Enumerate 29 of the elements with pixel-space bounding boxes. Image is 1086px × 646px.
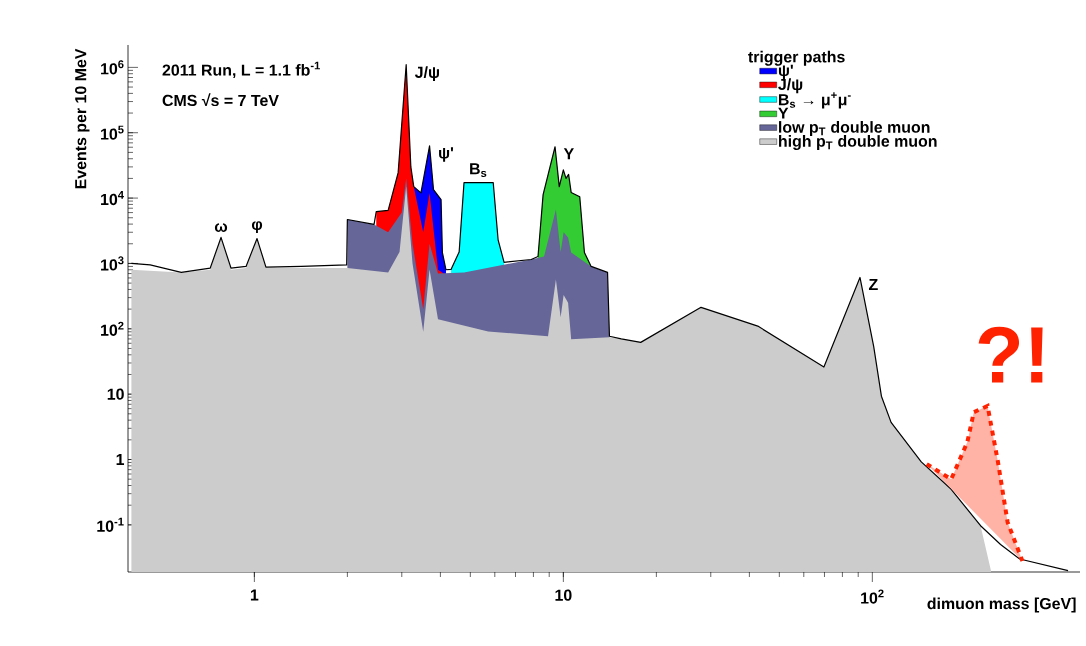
y-tick-label: 10	[107, 388, 124, 400]
x-tick-label: 10	[555, 589, 572, 601]
y-tick-label: 10$^{5}$	[101, 125, 124, 140]
annotation: B$_{s}$	[470, 163, 487, 178]
series-label: ?!	[978, 326, 1043, 383]
annotation: ω	[214, 223, 228, 232]
y-tick-label: 1	[116, 454, 125, 465]
annotation: Υ	[563, 148, 574, 160]
y-tick-label: 10$^{2}$	[101, 321, 124, 336]
annotation: 2011 Run, L = 1.1 fb$^{-1}$	[162, 61, 320, 79]
x-axis-title: dimuon mass [GeV]	[927, 597, 1076, 613]
y-tick-label: 10$^{6}$	[101, 60, 124, 75]
legend-label: Υ	[778, 107, 789, 119]
legend-label: high p$_{T}$ double muon	[779, 135, 937, 151]
annotation: ψ'	[439, 147, 454, 162]
y-tick-label: 10$^{3}$	[101, 256, 124, 271]
annotation: J/ψ	[414, 66, 440, 82]
legend-label: ψ'	[778, 64, 793, 80]
y-tick-label: 10$^{-1}$	[97, 517, 124, 532]
y-tick-label: 10$^{4}$	[101, 191, 124, 206]
legend-label: J/ψ	[778, 78, 803, 94]
x-tick-label: 10$^{2}$	[861, 589, 884, 604]
x-tick-label: 1	[250, 589, 259, 601]
annotation: φ	[251, 221, 263, 234]
legend-label: low p$_{T}$ double muon	[779, 121, 930, 136]
annotation: Z	[868, 278, 878, 290]
annotation: CMS √s = 7 TeV	[162, 93, 279, 107]
y-axis-title: Events per 10 MeV	[75, 48, 90, 189]
legend-title: trigger paths	[748, 50, 845, 66]
